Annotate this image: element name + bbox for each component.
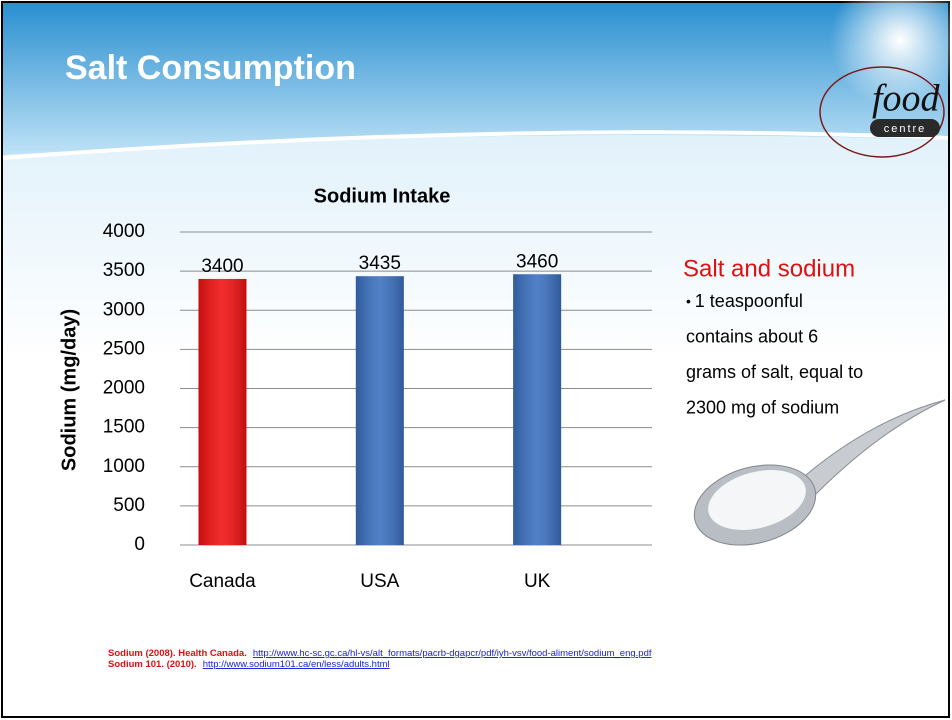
y-tick-label: 2000	[103, 378, 145, 399]
y-tick-label: 2500	[103, 338, 145, 359]
bar-shade	[198, 278, 247, 545]
reference-source: Sodium (2008). Health Canada.	[108, 648, 247, 659]
y-axis-title: Sodium (mg/day)	[58, 309, 80, 471]
logo: food centre	[819, 66, 945, 158]
logo-word: food	[872, 78, 941, 120]
header-band	[3, 3, 948, 155]
y-tick-label: 4000	[103, 221, 145, 242]
bar-shade	[513, 274, 562, 545]
y-tick-label: 1500	[103, 417, 145, 438]
side-heading: Salt and sodium	[683, 255, 855, 282]
side-note-line: contains about 6	[686, 326, 818, 346]
chart-title: Sodium Intake	[314, 185, 451, 207]
side-note-text: contains about 6	[686, 326, 818, 346]
reference-url[interactable]: http://www.sodium101.ca/en/less/adults.h…	[203, 659, 390, 670]
bullet: •	[686, 293, 695, 309]
x-tick-label: Canada	[189, 571, 256, 592]
reference: Sodium 101. (2010). http://www.sodium101.…	[108, 659, 390, 670]
spoon-handle	[799, 399, 946, 496]
value-label: 3400	[201, 256, 243, 277]
x-tick-label: USA	[360, 571, 399, 592]
y-tick-label: 3500	[103, 260, 145, 281]
spoon-salt	[708, 470, 806, 530]
header-glow	[830, 0, 952, 110]
bar-shade	[355, 276, 404, 545]
side-note-line: grams of salt, equal to	[686, 362, 863, 382]
y-tick-label: 500	[113, 495, 145, 516]
side-note-line: 2300 mg of sodium	[686, 397, 839, 417]
logo-ring	[819, 66, 945, 158]
x-tick-label: UK	[524, 571, 551, 592]
side-note-text: 2300 mg of sodium	[686, 397, 839, 417]
y-tick-label: 3000	[103, 299, 145, 320]
reference-source: Sodium 101. (2010).	[108, 659, 197, 670]
y-tick-label: 0	[134, 534, 145, 555]
header-curve	[2, 130, 949, 160]
side-note-line: • 1 teaspoonful	[686, 291, 803, 311]
reference-url[interactable]: http://www.hc-sc.gc.ca/hl-vs/alt_formats…	[253, 648, 652, 659]
reference: Sodium (2008). Health Canada. http://www.…	[108, 648, 652, 659]
logo-tag: centre	[884, 123, 927, 135]
y-tick-label: 1000	[103, 456, 145, 477]
slide-title: Salt Consumption	[65, 49, 356, 87]
spoon-image	[693, 399, 946, 546]
value-label: 3460	[516, 251, 558, 272]
logo-pill	[870, 119, 940, 137]
value-label: 3435	[359, 253, 401, 274]
side-note-text: grams of salt, equal to	[686, 362, 863, 382]
side-note-text: 1 teaspoonful	[695, 291, 803, 311]
